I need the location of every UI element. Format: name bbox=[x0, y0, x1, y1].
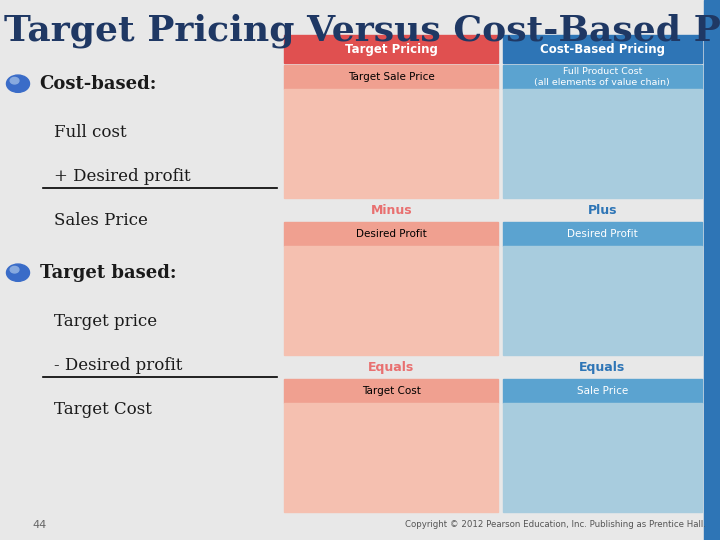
Bar bbox=[503, 222, 702, 246]
Text: Full Product Cost
(all elements of value chain): Full Product Cost (all elements of value… bbox=[534, 68, 670, 86]
Text: Sales Price: Sales Price bbox=[54, 212, 148, 230]
Bar bbox=[284, 379, 498, 403]
Circle shape bbox=[6, 75, 30, 92]
Text: Desired Profit: Desired Profit bbox=[567, 229, 638, 239]
Text: Desired Profit: Desired Profit bbox=[356, 229, 427, 239]
Bar bbox=[503, 89, 702, 198]
Bar bbox=[284, 403, 498, 512]
Text: Cost-Based Pricing: Cost-Based Pricing bbox=[540, 43, 665, 56]
Circle shape bbox=[10, 77, 19, 84]
Text: Equals: Equals bbox=[579, 361, 626, 374]
Bar bbox=[284, 35, 498, 63]
Bar bbox=[704, 0, 720, 540]
Text: Target based:: Target based: bbox=[40, 264, 176, 282]
Text: Target Sale Price: Target Sale Price bbox=[348, 72, 435, 82]
Bar bbox=[503, 65, 702, 89]
Text: Target Pricing: Target Pricing bbox=[345, 43, 438, 56]
Text: - Desired profit: - Desired profit bbox=[54, 357, 182, 374]
Text: Equals: Equals bbox=[368, 361, 415, 374]
Circle shape bbox=[10, 266, 19, 273]
Bar bbox=[503, 35, 702, 63]
Text: Minus: Minus bbox=[371, 204, 412, 217]
Text: Plus: Plus bbox=[588, 204, 617, 217]
Text: Target Cost: Target Cost bbox=[54, 401, 152, 418]
Bar bbox=[503, 246, 702, 355]
Bar bbox=[284, 65, 498, 89]
Circle shape bbox=[6, 264, 30, 281]
Bar bbox=[503, 379, 702, 403]
Bar bbox=[284, 222, 498, 246]
Bar bbox=[284, 89, 498, 198]
Bar bbox=[503, 403, 702, 512]
Text: Target price: Target price bbox=[54, 313, 157, 330]
Text: Copyright © 2012 Pearson Education, Inc. Publishing as Prentice Hall.: Copyright © 2012 Pearson Education, Inc.… bbox=[405, 521, 706, 529]
Text: Cost-based:: Cost-based: bbox=[40, 75, 157, 93]
Bar bbox=[284, 246, 498, 355]
Text: + Desired profit: + Desired profit bbox=[54, 168, 191, 185]
Text: Target Cost: Target Cost bbox=[362, 386, 420, 396]
Text: Full cost: Full cost bbox=[54, 124, 127, 141]
Text: Sale Price: Sale Price bbox=[577, 386, 628, 396]
Text: 44: 44 bbox=[32, 520, 47, 530]
Text: Target Pricing Versus Cost-Based Pricing: Target Pricing Versus Cost-Based Pricing bbox=[4, 14, 720, 48]
